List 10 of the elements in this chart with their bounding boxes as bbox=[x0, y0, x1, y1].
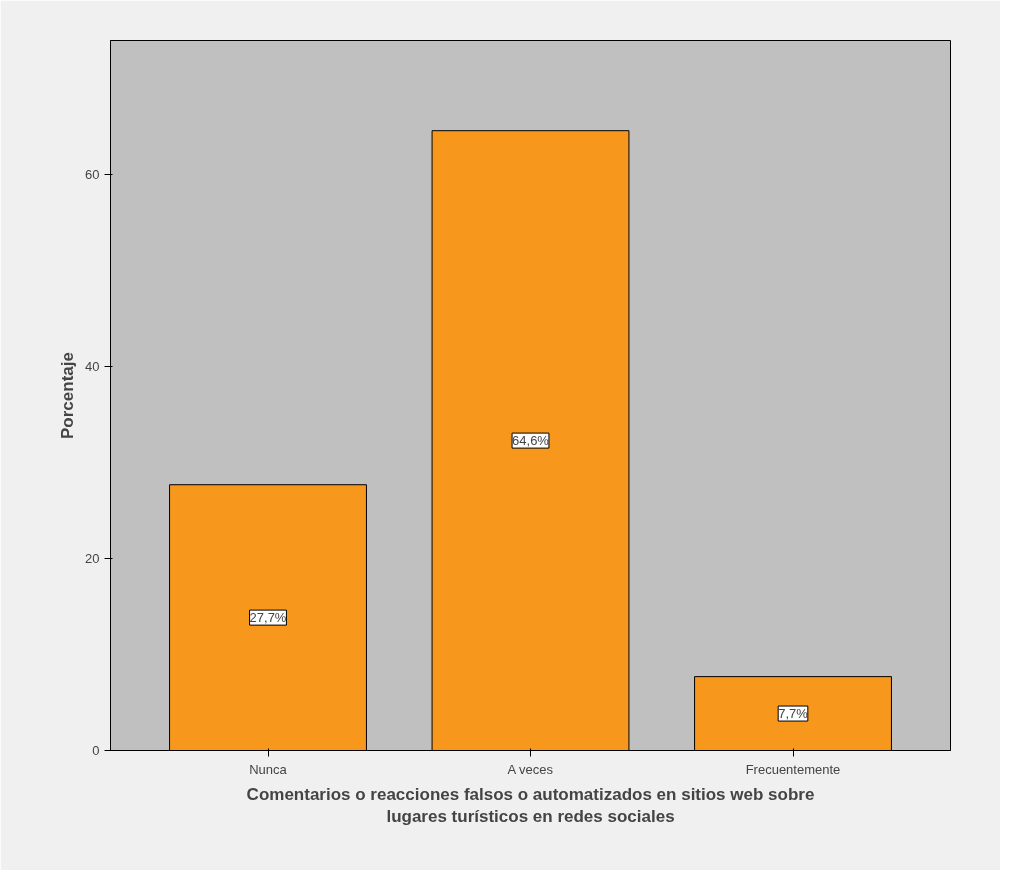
data-label: 27,7% bbox=[249, 610, 287, 626]
y-tick-label: 40 bbox=[85, 359, 100, 375]
y-tick-label: 0 bbox=[92, 743, 100, 758]
x-tick-label: Frecuentemente bbox=[745, 761, 841, 777]
x-axis-title: Comentarios o reacciones falsos o automatizados en sitios web sobre lugares turísticos en redes sociales bbox=[246, 784, 815, 827]
x-tick-label: Nunca bbox=[249, 761, 288, 777]
y-axis-title: Porcentaje bbox=[58, 352, 78, 439]
y-tick-label: 60 bbox=[85, 167, 100, 183]
y-tick-label: 20 bbox=[85, 551, 100, 567]
x-tick-label: A veces bbox=[507, 761, 554, 777]
